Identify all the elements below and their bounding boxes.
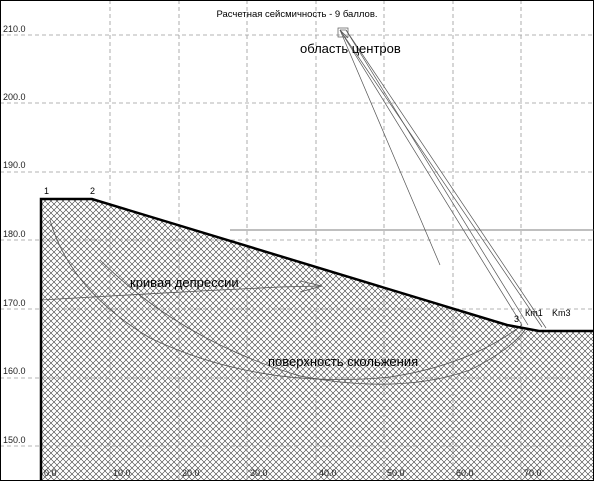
slip-surface-1	[49, 219, 523, 380]
ground-surface	[39, 197, 594, 481]
slip-surface-2	[99, 259, 526, 385]
y-tick-210: 210.0	[3, 24, 26, 34]
depression-curve	[40, 285, 321, 301]
depression-curve-label: кривая депрессии	[130, 275, 239, 290]
x-tick-70: 70.0	[524, 468, 542, 478]
y-tick-180: 180.0	[3, 229, 26, 239]
soil-body	[41, 199, 594, 481]
y-tick-150: 150.0	[3, 435, 26, 445]
y-tick-200: 200.0	[3, 92, 26, 102]
x-tick-labels: 0.0 10.0 20.0 30.0 40.0 50.0 60.0 70.0	[44, 468, 542, 478]
centers-area-marker	[337, 27, 349, 38]
kmin3-label: Km3	[552, 308, 571, 318]
y-tick-labels: 150.0 160.0 170.0 180.0 190.0 200.0 210.…	[3, 24, 26, 445]
x-tick-40: 40.0	[319, 468, 337, 478]
y-tick-160: 160.0	[3, 366, 26, 376]
slip-surface-label: поверхность скольжения	[268, 354, 418, 369]
y-tick-190: 190.0	[3, 160, 26, 170]
x-tick-60: 60.0	[456, 468, 474, 478]
x-tick-10: 10.0	[113, 468, 131, 478]
point-2-label: 2	[90, 186, 95, 196]
x-tick-30: 30.0	[250, 468, 268, 478]
y-tick-170: 170.0	[3, 298, 26, 308]
x-tick-50: 50.0	[387, 468, 405, 478]
point-3-label: 3	[514, 314, 519, 324]
x-tick-20: 20.0	[182, 468, 200, 478]
point-1-label: 1	[44, 186, 49, 196]
kmin1-label: Кm1	[525, 308, 543, 318]
centers-area-label: область центров	[300, 41, 401, 56]
diagram-title: Расчетная сейсмичность - 9 баллов.	[216, 9, 377, 20]
x-tick-0: 0.0	[44, 468, 57, 478]
center-rays	[339, 29, 547, 329]
